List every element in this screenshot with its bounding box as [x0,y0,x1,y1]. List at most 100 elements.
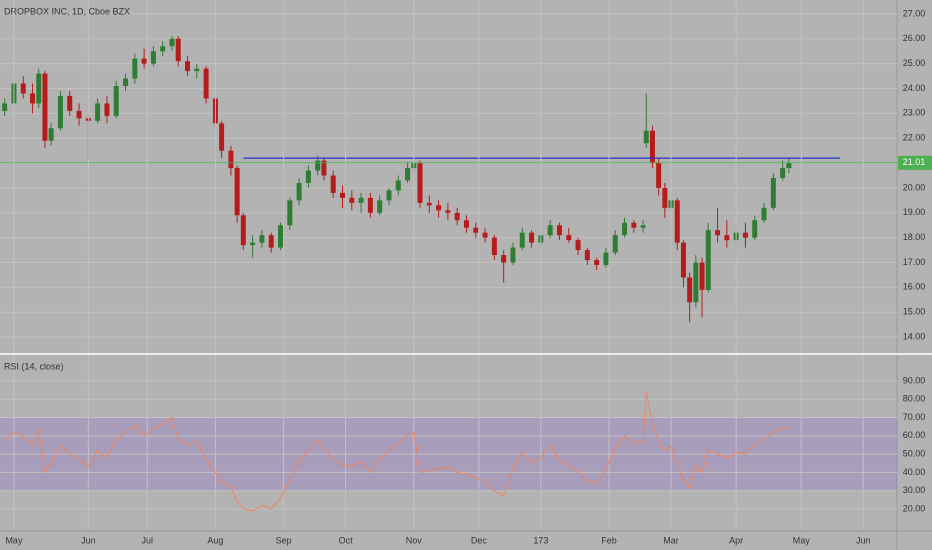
y-tick-label: 30.00 [903,485,926,495]
candle-body [268,235,274,248]
candle-body [417,163,423,203]
candle-body [185,61,191,72]
candle-body [132,58,138,79]
y-tick-label: 17.00 [903,257,926,267]
candle-body [752,220,758,238]
candle-body [175,38,181,62]
y-tick-label: 19.00 [903,207,926,217]
candle-body [715,230,721,236]
y-tick-label: 80.00 [903,394,926,404]
candle-body [463,220,469,228]
candle-body [603,252,609,265]
x-tick-label: Jul [141,535,153,545]
candle-body [680,242,686,278]
candle-body [278,225,284,248]
candle-body [519,232,525,248]
candle-body [141,58,147,64]
candle-body [123,78,129,87]
candle-body [566,235,572,241]
candle-body [699,262,705,290]
candle-body [287,200,293,226]
candle-body [160,46,166,52]
candle-body [529,232,535,243]
candle-body [674,200,680,243]
candle-body [656,163,662,188]
y-tick-label: 60.00 [903,430,926,440]
x-tick-label: 173 [533,535,548,545]
candle-body [724,235,730,241]
candle-body [296,182,302,201]
candle-body [640,225,646,228]
candle-body [445,210,451,213]
candle-body [594,260,600,265]
candle-body [405,168,411,181]
y-tick-label: 24.00 [903,83,926,93]
rsi-line [4,391,789,512]
candle-body [315,160,321,171]
pane-title: DROPBOX INC, 1D, Cboe BZX [4,6,130,16]
candle-body [104,103,110,116]
x-tick-label: May [5,535,23,545]
candle-body [556,225,562,236]
x-tick-label: Apr [729,535,743,545]
last-price-label: 21.01 [903,157,926,167]
y-tick-label: 70.00 [903,412,926,422]
candle-body [612,235,618,253]
candle-body [386,190,392,201]
last-price-box [898,155,932,170]
candle-body [113,86,119,116]
y-tick-label: 20.00 [903,503,926,513]
y-tick-label: 50.00 [903,448,926,458]
candle-body [631,222,637,228]
x-tick-label: Dec [471,535,488,545]
candle-body [426,202,432,206]
candle-body [454,212,460,221]
y-tick-label: 20.00 [903,182,926,192]
candle-body [169,38,175,47]
candle-body [219,123,225,151]
candle-body [687,277,693,303]
y-tick-label: 23.00 [903,108,926,118]
candle-body [761,207,767,221]
candle-body [622,222,628,236]
candle-body [20,83,26,94]
candle-body [547,225,553,236]
x-tick-label: May [793,535,811,545]
candle-body [305,170,311,183]
candle-body [330,175,336,193]
candle-body [228,150,234,169]
y-tick-label: 27.00 [903,8,926,18]
candle-body [705,230,711,290]
y-tick-label: 14.00 [903,331,926,341]
candle-body [780,168,786,178]
y-tick-label: 26.00 [903,33,926,43]
y-tick-label: 22.00 [903,133,926,143]
candle-body [643,130,649,144]
candle-body [240,215,246,246]
candle-body [501,255,507,263]
candle-body [395,180,401,191]
candle-body [742,232,748,238]
x-tick-label: Feb [601,535,617,545]
candle-body [377,200,383,213]
candle-body [234,168,240,216]
candle-body [349,197,355,203]
candle-body [491,237,497,256]
candle-body [367,197,373,213]
candle-body [76,110,82,119]
candle-body [48,128,54,141]
candle-body [321,160,327,176]
x-tick-label: Aug [207,535,223,545]
x-tick-label: Oct [339,535,354,545]
candle-body [42,73,48,141]
y-tick-label: 15.00 [903,307,926,317]
candle-body [57,95,63,129]
candle-body [2,103,8,111]
candle-body [250,242,256,246]
candle-body [194,68,200,72]
candle-body [575,240,581,251]
candle-body [339,192,345,198]
